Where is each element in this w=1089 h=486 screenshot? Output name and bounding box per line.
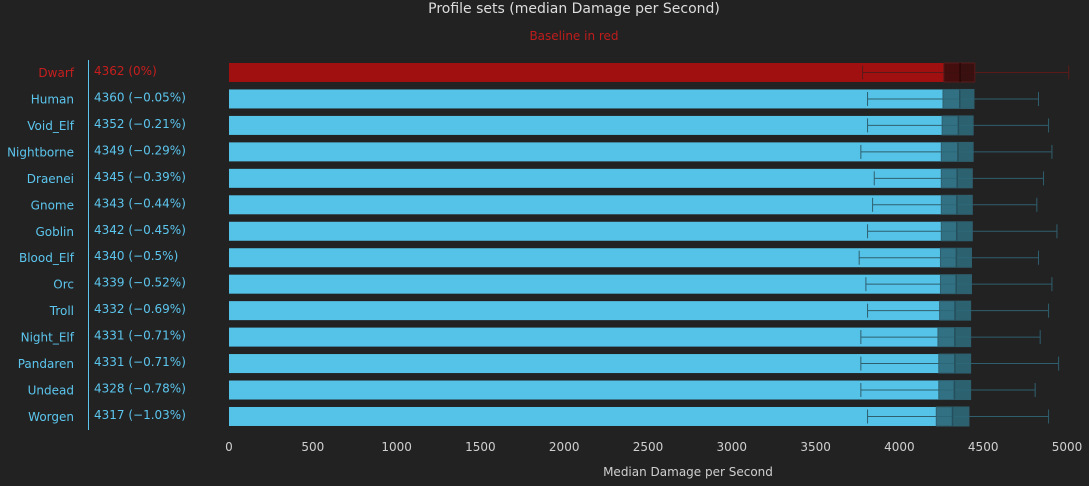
value-label: 4317 (−1.03%) bbox=[94, 408, 186, 422]
bar bbox=[229, 221, 957, 241]
category-label: Draenei bbox=[27, 172, 74, 186]
x-tick-label: 1000 bbox=[381, 440, 412, 454]
bar bbox=[229, 248, 957, 268]
value-label: 4340 (−0.5%) bbox=[94, 249, 178, 263]
value-label: 4352 (−0.21%) bbox=[94, 117, 186, 131]
value-label: 4343 (−0.44%) bbox=[94, 196, 186, 210]
box bbox=[941, 115, 974, 136]
chart-title: Profile sets (median Damage per Second) bbox=[428, 1, 720, 17]
box bbox=[943, 62, 976, 83]
category-label: Orc bbox=[53, 278, 74, 292]
x-tick-label: 2000 bbox=[549, 440, 580, 454]
category-label: Night_Elf bbox=[21, 331, 75, 345]
category-label: Troll bbox=[49, 304, 74, 318]
category-label: Nightborne bbox=[7, 145, 74, 159]
category-label: Void_Elf bbox=[27, 119, 74, 133]
category-label: Gnome bbox=[31, 198, 74, 212]
value-label: 4342 (−0.45%) bbox=[94, 223, 186, 237]
bar bbox=[229, 168, 958, 188]
value-label: 4328 (−0.78%) bbox=[94, 382, 186, 396]
x-axis: 0 500 1000 1500 2000 2500 3000 3500 4000 4500 5000 bbox=[225, 440, 1082, 454]
value-label: 4349 (−0.29%) bbox=[94, 143, 186, 157]
category-label: Goblin bbox=[35, 225, 74, 239]
x-tick-label: 4000 bbox=[884, 440, 915, 454]
bar bbox=[229, 327, 955, 347]
x-tick-label: 4500 bbox=[968, 440, 999, 454]
bar bbox=[229, 406, 953, 426]
x-tick-label: 5000 bbox=[1052, 440, 1083, 454]
x-axis-title: Median Damage per Second bbox=[603, 465, 773, 479]
category-label: Blood_Elf bbox=[19, 251, 75, 265]
box bbox=[942, 88, 975, 109]
category-label: Dwarf bbox=[38, 66, 74, 80]
x-tick-label: 3000 bbox=[717, 440, 748, 454]
x-tick-label: 0 bbox=[225, 440, 233, 454]
category-label: Pandaren bbox=[18, 357, 74, 371]
bar bbox=[229, 195, 957, 215]
value-label: 4362 (0%) bbox=[94, 64, 157, 78]
value-label: 4332 (−0.69%) bbox=[94, 302, 186, 316]
category-label: Worgen bbox=[28, 410, 74, 424]
category-label: Undead bbox=[28, 384, 74, 398]
bar bbox=[229, 380, 955, 400]
category-label: Human bbox=[31, 92, 74, 106]
bar-rows: Dwarf 4362 (0%) Human 4360 (−0.05%) Void_Elf… bbox=[7, 62, 1070, 427]
value-label: 4339 (−0.52%) bbox=[94, 276, 186, 290]
bar bbox=[229, 89, 960, 109]
chart-subtitle: Baseline in red bbox=[529, 29, 618, 43]
value-label: 4331 (−0.71%) bbox=[94, 355, 186, 369]
value-label: 4331 (−0.71%) bbox=[94, 329, 186, 343]
x-tick-label: 3500 bbox=[800, 440, 831, 454]
x-tick-label: 1500 bbox=[465, 440, 496, 454]
bar bbox=[229, 115, 959, 135]
bar bbox=[229, 142, 958, 162]
x-tick-label: 2500 bbox=[633, 440, 664, 454]
bar bbox=[229, 301, 956, 321]
x-tick-label: 500 bbox=[301, 440, 324, 454]
bar bbox=[229, 354, 955, 374]
value-label: 4345 (−0.39%) bbox=[94, 170, 186, 184]
value-label: 4360 (−0.05%) bbox=[94, 90, 186, 104]
bar bbox=[229, 274, 957, 294]
bar bbox=[229, 63, 961, 82]
